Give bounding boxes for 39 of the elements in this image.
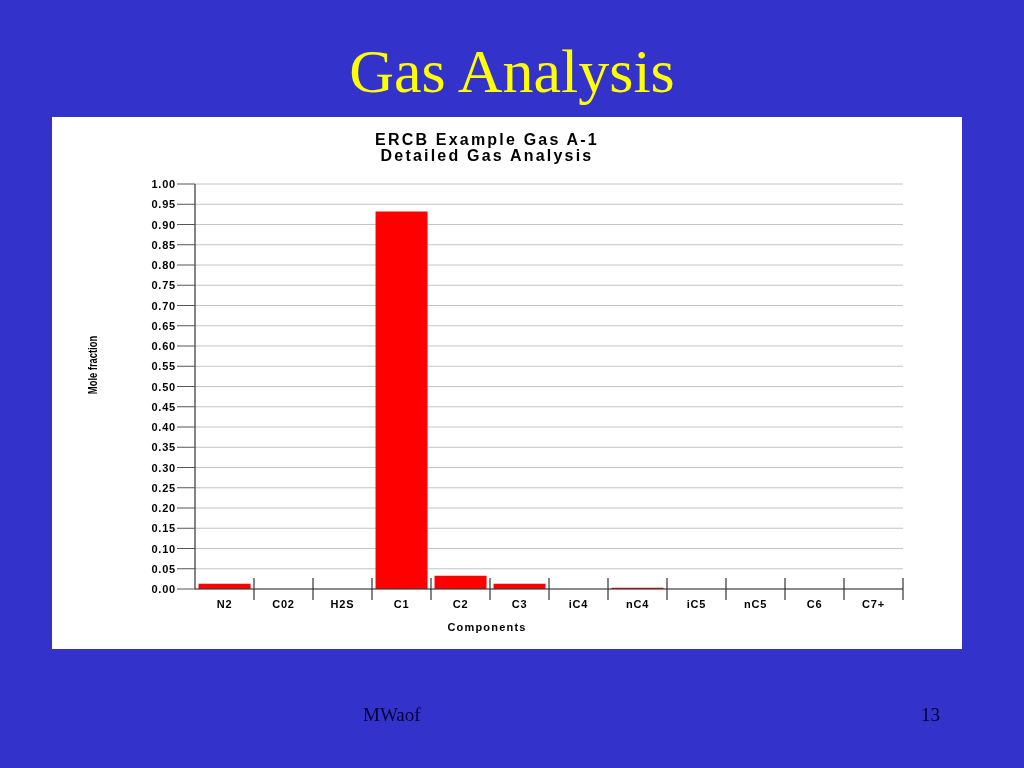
- y-tick-label: 0.05: [151, 562, 176, 575]
- y-tick-label: 0.30: [151, 461, 176, 474]
- x-tick-label: iC5: [686, 598, 707, 610]
- x-tick-label: nC5: [743, 598, 768, 610]
- y-axis-title: Mole fraction: [85, 335, 100, 395]
- x-tick-label: C1: [393, 598, 410, 610]
- x-tick-label: N2: [216, 598, 233, 610]
- y-tick-label: 0.55: [151, 360, 176, 373]
- text: 13: [921, 704, 940, 725]
- x-tick-label: C3: [511, 598, 528, 610]
- y-tick-label: 0.25: [151, 481, 176, 494]
- y-tick-label: 0.20: [151, 502, 176, 514]
- x-tick-label: nC4: [625, 598, 650, 610]
- y-tick-label: 0.70: [151, 299, 176, 312]
- y-tick-label: 0.65: [151, 319, 176, 332]
- text: MWaof: [363, 704, 421, 725]
- x-tick-label: C2: [452, 598, 469, 610]
- y-tick-label: 0.40: [151, 421, 176, 433]
- x-axis-title: Components: [447, 621, 527, 633]
- x-tick-label: H2S: [330, 598, 355, 610]
- chart-title: Gas Analysis: [349, 37, 675, 105]
- chart-subtitle: ERCB Example Gas A-1 Detailed Gas Analysis: [375, 131, 599, 164]
- x-tick-label: C6: [806, 598, 823, 610]
- y-tick-label: 0.80: [151, 259, 176, 271]
- y-tick-label: 0.50: [151, 380, 176, 393]
- y-tick-label: 0.90: [151, 218, 176, 231]
- y-tick-label: 0.10: [151, 542, 176, 555]
- y-tick-label: 0.35: [151, 441, 176, 454]
- y-tick-label: 0.95: [151, 198, 176, 211]
- y-tick-label: 0.15: [151, 522, 176, 535]
- y-tick-label: 0.75: [151, 279, 176, 292]
- y-tick-label: 0.00: [151, 583, 176, 595]
- x-tick-label: C02: [272, 598, 295, 610]
- y-tick-label: 0.60: [151, 340, 176, 352]
- y-tick-label: 1.00: [151, 178, 176, 190]
- x-tick-label: C7+: [862, 598, 885, 610]
- x-tick-label: iC4: [568, 598, 589, 610]
- y-tick-label: 0.85: [151, 238, 176, 251]
- y-tick-label: 0.45: [151, 400, 176, 413]
